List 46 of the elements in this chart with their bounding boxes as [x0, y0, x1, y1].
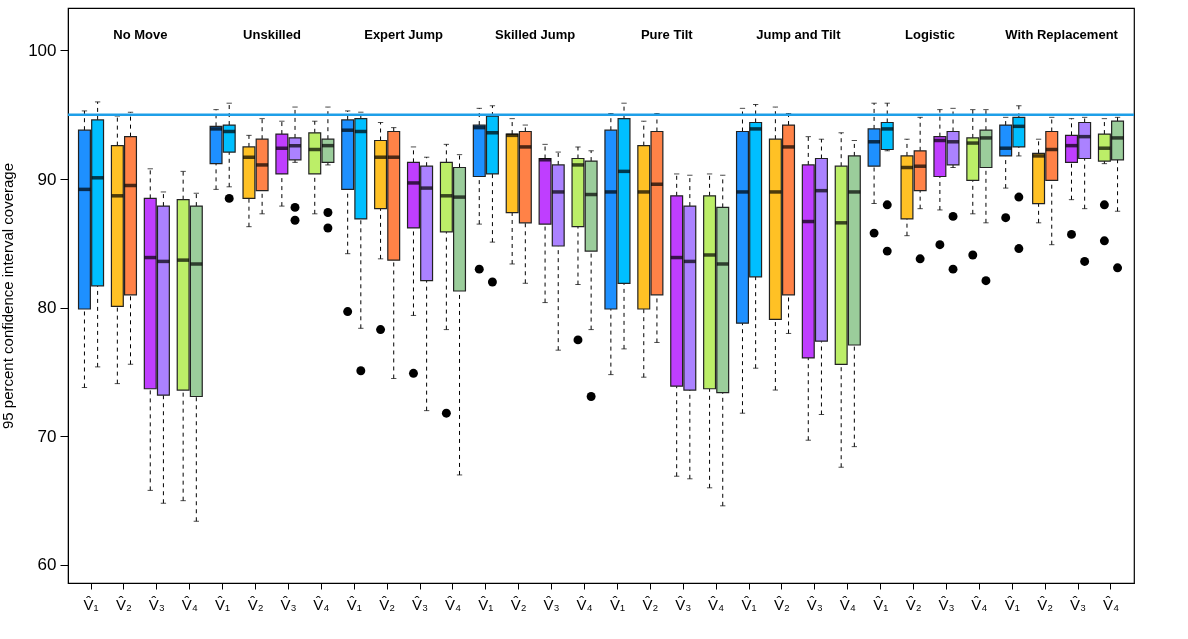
x-tick-label: V̂₁: [346, 595, 362, 613]
annotation: Jump and Tilt: [756, 27, 842, 42]
x-tick-label: V̂₃: [806, 595, 823, 613]
y-tick-label: 70: [37, 426, 57, 446]
x-tick-label: V̂₁: [609, 595, 625, 613]
x-tick-label: V̂₁: [215, 595, 231, 613]
x-tick-label: V̂₁: [873, 595, 889, 613]
x-tick-label: V̂₃: [938, 595, 955, 613]
x-tick-label: V̂₂: [1037, 595, 1054, 613]
y-tick-label: 100: [28, 40, 57, 60]
x-tick-label: V̂₄: [708, 595, 725, 613]
x-tick-label: V̂₂: [905, 595, 922, 613]
annotation: Logistic: [905, 27, 955, 42]
x-tick-label: V̂₄: [181, 595, 198, 613]
annotation: Unskilled: [243, 27, 301, 42]
x-tick-label: V̂₁: [1004, 595, 1020, 613]
x-tick-label: V̂₂: [510, 595, 527, 613]
x-tick-label: V̂₃: [148, 595, 165, 613]
annotation: Skilled Jump: [495, 27, 576, 42]
x-tick-label: V̂₃: [280, 595, 297, 613]
y-axis-title: 95 percent confidence interval coverage: [0, 162, 17, 430]
x-tick-label: V̂₂: [642, 595, 659, 613]
y-tick-label: 90: [37, 169, 57, 189]
x-tick-label: V̂₂: [247, 595, 264, 613]
x-tick-label: V̂₄: [971, 595, 988, 613]
annotation: No Move: [113, 27, 168, 42]
x-tick-label: V̂₂: [116, 595, 133, 613]
x-tick-label: V̂₄: [839, 595, 856, 613]
x-tick-label: V̂₄: [1102, 595, 1120, 613]
x-tick-label: V̂₁: [478, 595, 494, 613]
x-tick-label: V̂₃: [543, 595, 560, 613]
x-tick-label: V̂₂: [774, 595, 791, 613]
x-tick-label: V̂₃: [1070, 595, 1087, 613]
x-tick-label: V̂₁: [741, 595, 757, 613]
x-tick-label: V̂₄: [444, 595, 462, 613]
y-tick-label: 60: [37, 555, 57, 575]
x-tick-label: V̂₃: [411, 595, 429, 613]
x-tick-label: V̂₄: [313, 595, 330, 613]
y-tick-label: 80: [37, 298, 57, 318]
x-tick-label: V̂₂: [379, 595, 396, 613]
annotation: Pure Tilt: [640, 27, 694, 42]
x-tick-label: V̂₁: [83, 595, 99, 613]
x-tick-label: V̂₃: [675, 595, 692, 613]
annotation: Expert Jump: [364, 27, 444, 42]
x-tick-label: V̂₄: [576, 595, 593, 613]
annotation: With Replacement: [1005, 27, 1119, 42]
